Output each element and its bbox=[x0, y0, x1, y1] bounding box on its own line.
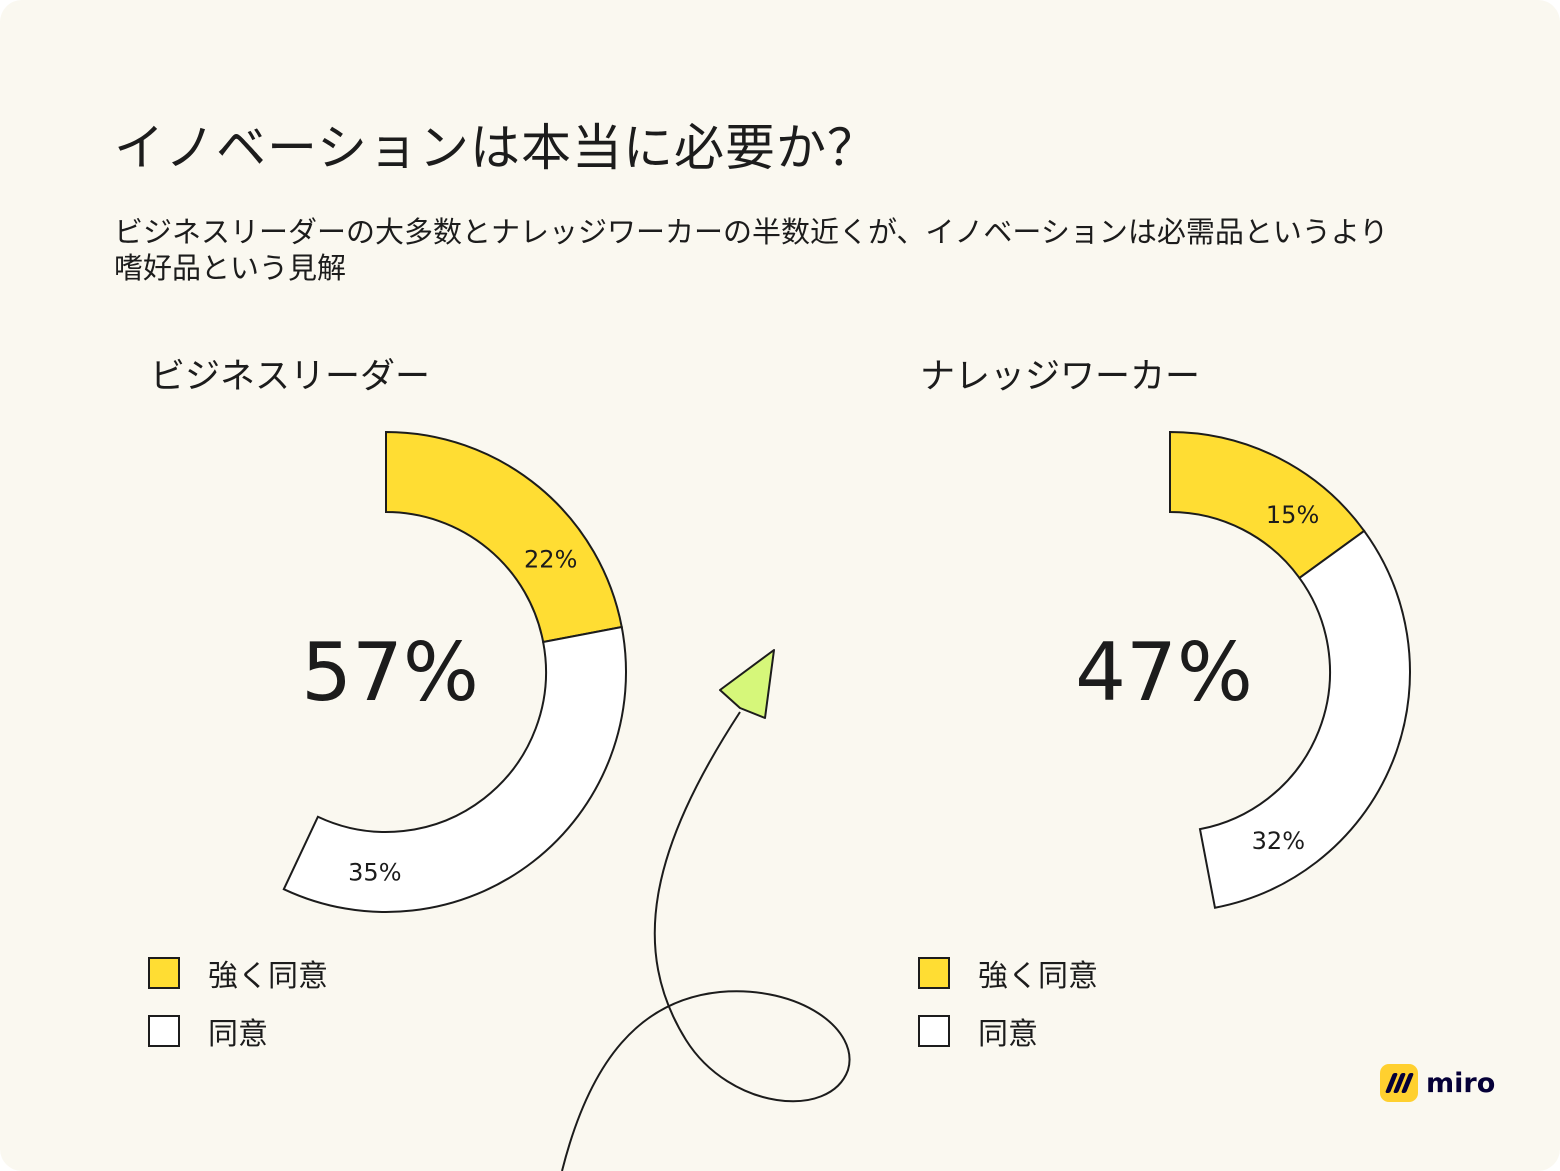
donut-slice-agree bbox=[282, 625, 627, 913]
legend-item-strongly-agree: 強く同意 bbox=[918, 956, 1098, 994]
miro-logo-icon bbox=[1380, 1064, 1418, 1102]
donut-slice-agree bbox=[1198, 529, 1411, 909]
legend-label: 同意 bbox=[208, 1017, 268, 1052]
legend-label: 同意 bbox=[978, 1017, 1038, 1052]
legend-swatch-white bbox=[148, 1015, 180, 1047]
legend-knowledge-workers: 強く同意 同意 bbox=[918, 956, 1098, 1072]
legend-item-strongly-agree: 強く同意 bbox=[148, 956, 328, 994]
donut-chart-knowledge-workers: 15% 32% 47% bbox=[1075, 430, 1411, 909]
donut-total-label: 47% bbox=[1075, 626, 1253, 719]
brand-logo: miro bbox=[1380, 1064, 1495, 1102]
donut-total-label: 57% bbox=[301, 626, 479, 719]
donut-chart-business-leaders: 22% 35% 57% bbox=[282, 430, 627, 913]
donut-slice-strongly-agree bbox=[385, 430, 623, 644]
page-title: イノベーションは本当に必要か？ bbox=[114, 119, 878, 177]
chart-title-knowledge-workers: ナレッジワーカー bbox=[920, 357, 1201, 397]
slice-data-label: 22% bbox=[524, 546, 577, 574]
paper-plane-arrow-icon bbox=[719, 649, 775, 719]
legend-swatch-yellow bbox=[918, 957, 950, 989]
curved-arrow-line bbox=[561, 711, 851, 1171]
page-subtitle: ビジネスリーダーの大多数とナレッジワーカーの半数近くが、イノベーションは必需品と… bbox=[114, 215, 1389, 285]
legend-label: 強く同意 bbox=[978, 959, 1098, 994]
slice-data-label: 35% bbox=[348, 859, 401, 887]
legend-label: 強く同意 bbox=[208, 959, 328, 994]
slice-data-label: 15% bbox=[1266, 501, 1319, 529]
legend-item-agree: 同意 bbox=[148, 1014, 328, 1052]
legend-swatch-white bbox=[918, 1015, 950, 1047]
legend-item-agree: 同意 bbox=[918, 1014, 1098, 1052]
legend-business-leaders: 強く同意 同意 bbox=[148, 956, 328, 1072]
slice-data-label: 32% bbox=[1252, 827, 1305, 855]
brand-name: miro bbox=[1426, 1067, 1496, 1099]
chart-title-business-leaders: ビジネスリーダー bbox=[150, 357, 431, 397]
legend-swatch-yellow bbox=[148, 957, 180, 989]
